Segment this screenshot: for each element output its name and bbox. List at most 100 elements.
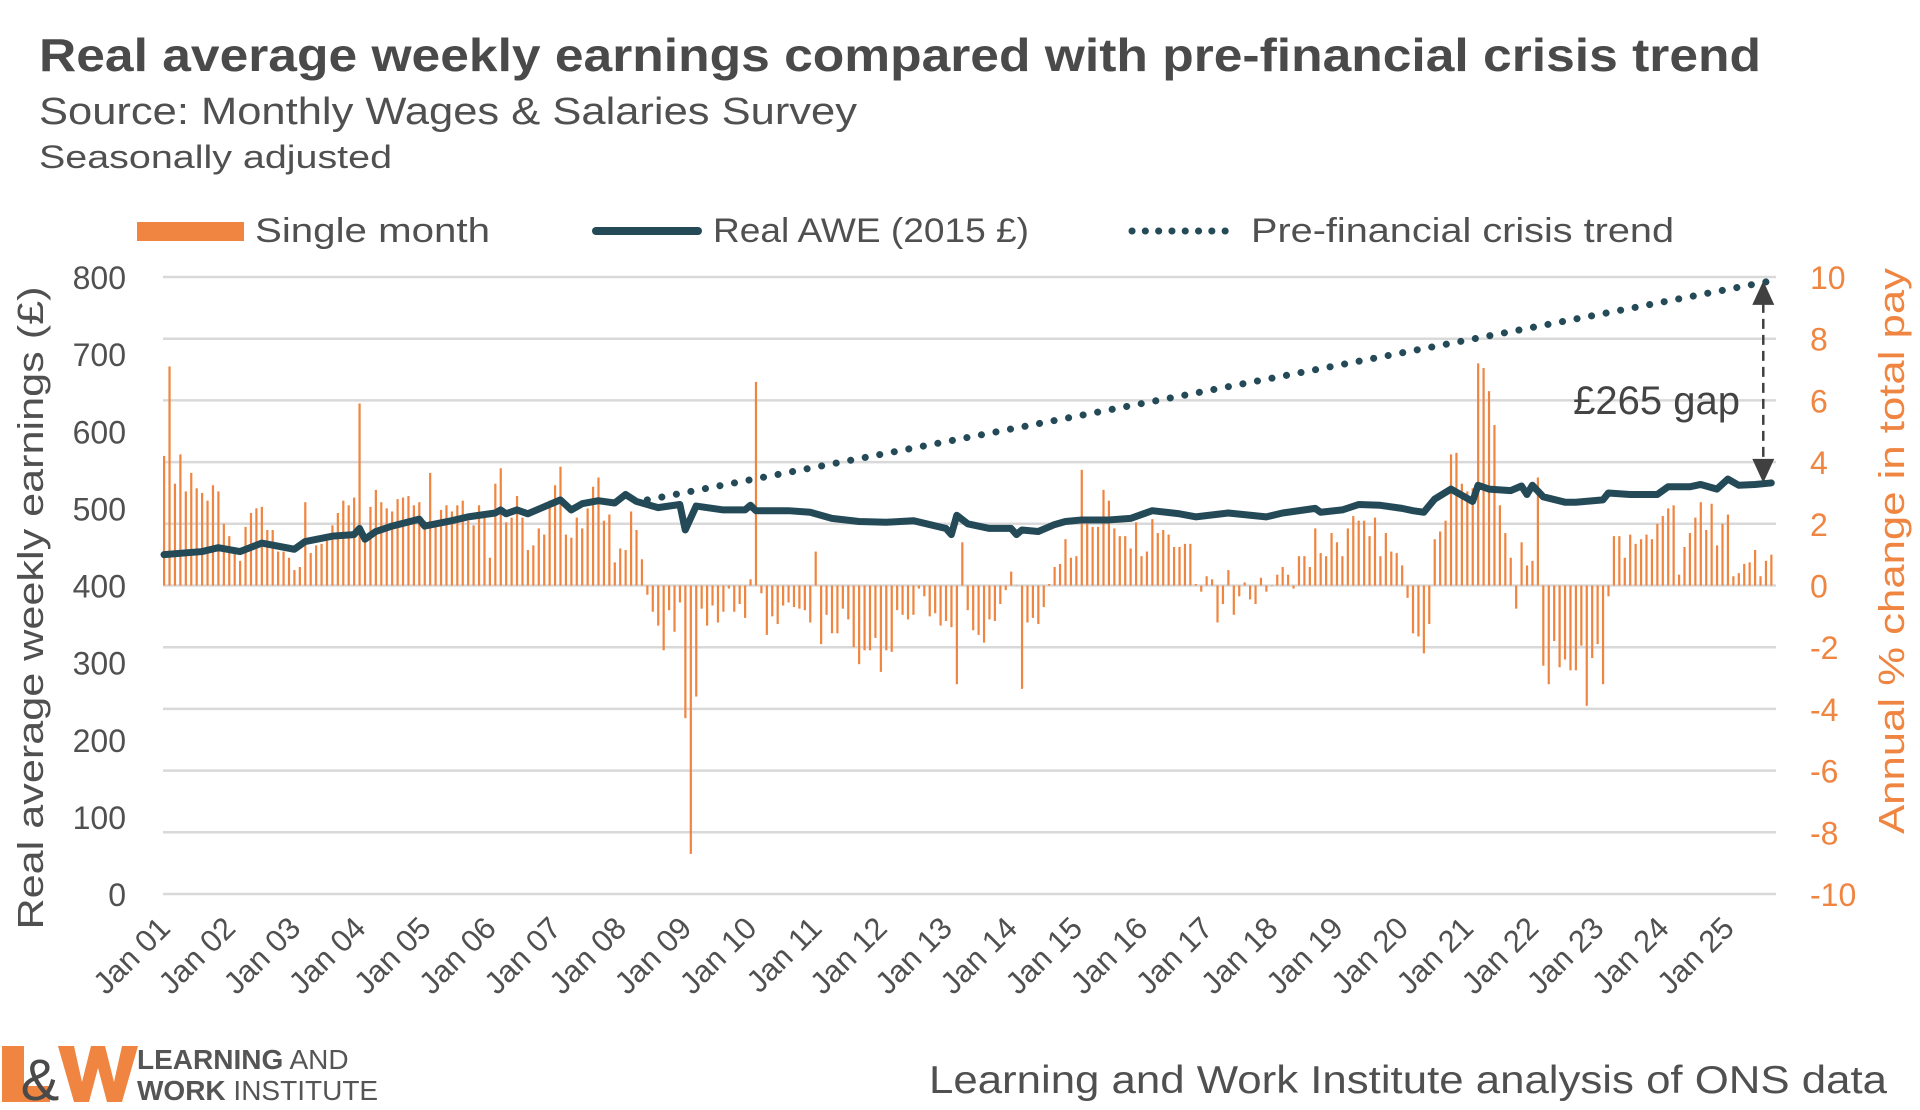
bar-single-month xyxy=(629,511,633,586)
gap-label: £265 gap xyxy=(1573,379,1740,423)
bar-single-month xyxy=(662,585,665,651)
bar-single-month xyxy=(1737,573,1740,586)
bar-single-month xyxy=(1705,529,1708,586)
bar-single-month xyxy=(1455,452,1458,586)
bar-single-month xyxy=(380,502,383,586)
bar-single-month xyxy=(1080,469,1083,586)
bar-single-month xyxy=(657,585,660,626)
legend: Single month Real AWE (2015 £) Pre-finan… xyxy=(137,212,1674,250)
bar-single-month xyxy=(206,500,209,586)
bar-single-month xyxy=(1629,534,1632,586)
bar-single-month xyxy=(450,511,453,586)
right-tick-label: 10 xyxy=(1810,260,1846,296)
legend-label-awe: Real AWE (2015 £) xyxy=(713,212,1029,250)
right-tick-label: 4 xyxy=(1810,445,1828,481)
bar-single-month xyxy=(1401,565,1404,586)
bar-single-month xyxy=(1352,516,1355,586)
bar-single-month xyxy=(1759,576,1762,586)
right-tick-label: -4 xyxy=(1810,692,1838,728)
bar-single-month xyxy=(244,526,247,586)
bar-single-month xyxy=(548,500,551,586)
bar-single-month xyxy=(673,585,676,632)
bar-single-month xyxy=(1319,553,1322,586)
bar-single-month xyxy=(950,585,953,628)
left-tick-label: 700 xyxy=(73,337,126,373)
bar-single-month xyxy=(1183,543,1187,586)
bar-single-month xyxy=(1390,551,1393,586)
left-tick-label: 400 xyxy=(73,569,126,605)
trend-line xyxy=(643,277,1775,504)
legend-label-trend: Pre-financial crisis trend xyxy=(1251,212,1674,250)
bar-single-month xyxy=(1515,585,1518,609)
bar-single-month xyxy=(1601,585,1605,685)
bar-single-month xyxy=(613,562,616,586)
bar-single-month xyxy=(619,548,622,586)
bar-single-month xyxy=(836,585,839,634)
bar-single-month xyxy=(190,472,193,586)
bar-single-month xyxy=(901,585,904,615)
bar-single-month xyxy=(494,483,497,586)
right-tick-label: -2 xyxy=(1810,630,1838,666)
bar-single-month xyxy=(521,517,524,586)
bar-single-month xyxy=(173,483,177,586)
bar-single-month xyxy=(744,585,747,618)
bar-single-month xyxy=(917,585,920,589)
bar-single-month xyxy=(928,585,931,617)
bar-single-month xyxy=(1569,585,1572,671)
bar-single-month xyxy=(505,522,508,586)
bar-single-month xyxy=(798,585,801,609)
bar-single-month xyxy=(1748,562,1751,586)
bar-single-month xyxy=(293,570,296,586)
bar-single-month xyxy=(1699,502,1702,586)
bar-single-month xyxy=(331,525,334,586)
bar-single-month xyxy=(684,585,687,719)
bar-single-month xyxy=(765,585,768,635)
bar-single-month xyxy=(564,534,568,586)
bar-single-month xyxy=(1297,556,1301,586)
bar-single-month xyxy=(1395,553,1398,586)
bar-single-month xyxy=(651,585,654,612)
bar-single-month xyxy=(1439,531,1442,586)
left-tick-label: 300 xyxy=(73,646,126,682)
bar-single-month xyxy=(597,477,600,586)
chart-note: Seasonally adjusted xyxy=(39,139,392,175)
bar-single-month xyxy=(163,455,166,586)
bar-single-month xyxy=(1265,585,1268,592)
bar-single-month xyxy=(1276,574,1279,586)
bar-single-month xyxy=(1525,565,1529,586)
bar-single-month xyxy=(586,508,589,586)
bar-single-month xyxy=(961,542,964,586)
bar-single-month xyxy=(885,585,888,651)
bar-single-month xyxy=(602,520,606,586)
bar-single-month xyxy=(1710,503,1713,586)
bar-single-month xyxy=(1075,556,1078,586)
bar-single-month xyxy=(1580,585,1583,646)
bar-single-month xyxy=(955,585,958,685)
bar-single-month xyxy=(1466,491,1469,586)
bar-single-month xyxy=(396,499,399,586)
bar-single-month xyxy=(1189,543,1192,586)
bar-single-month xyxy=(1221,585,1225,605)
bar-single-month xyxy=(1167,534,1170,586)
bar-single-month xyxy=(1210,579,1214,586)
bar-single-month xyxy=(298,566,301,586)
bar-single-month xyxy=(325,540,329,586)
bar-single-month xyxy=(944,585,948,621)
bar-single-month xyxy=(1102,489,1105,586)
bar-single-month xyxy=(1618,536,1621,586)
bar-single-month xyxy=(874,585,877,638)
bar-single-month xyxy=(977,585,980,635)
bar-single-month xyxy=(972,585,975,631)
bar-single-month xyxy=(1216,585,1219,623)
chart-title: Real average weekly earnings compared wi… xyxy=(39,29,1761,81)
bar-single-month xyxy=(1596,585,1599,645)
bar-single-month xyxy=(1227,570,1230,586)
logo-text-line1: LEARNING AND xyxy=(137,1044,349,1075)
bar-single-month xyxy=(488,557,491,586)
bar-single-month xyxy=(559,466,562,586)
bar-single-month xyxy=(407,496,410,586)
bar-single-month xyxy=(483,513,486,586)
bar-single-month xyxy=(1373,517,1377,586)
